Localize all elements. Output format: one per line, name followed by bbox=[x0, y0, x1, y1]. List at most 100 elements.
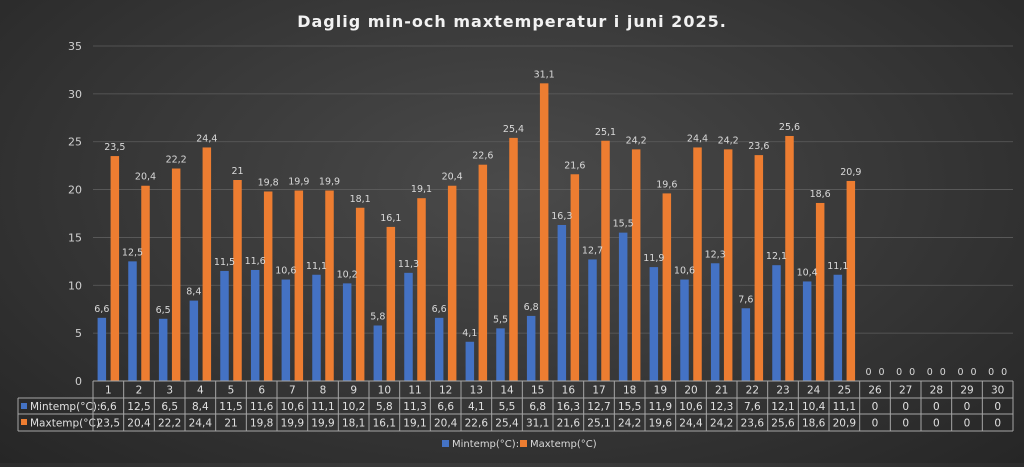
x-tick-label: 27 bbox=[899, 385, 912, 397]
data-label-maxtemp: 20,4 bbox=[442, 172, 463, 183]
bar-maxtemp bbox=[447, 185, 457, 381]
legend-key-maxtemp bbox=[520, 440, 527, 447]
x-tick-label: 7 bbox=[289, 385, 296, 397]
data-label-mintemp: 6,8 bbox=[524, 302, 539, 313]
data-label-maxtemp: 19,8 bbox=[258, 177, 279, 188]
table-cell-maxtemp: 24,4 bbox=[189, 418, 213, 430]
table-cell-mintemp: 10,6 bbox=[679, 401, 703, 413]
legend-key-mintemp bbox=[442, 440, 449, 447]
table-cell-maxtemp: 20,4 bbox=[127, 418, 151, 430]
x-tick-label: 12 bbox=[439, 385, 452, 397]
y-axis-ticks: 0 5 10 15 20 25 30 35 bbox=[68, 40, 82, 388]
bar-mintemp bbox=[434, 317, 444, 381]
bar-maxtemp bbox=[417, 198, 426, 381]
y-tick-label: 25 bbox=[68, 136, 82, 149]
table-cell-maxtemp: 24,4 bbox=[679, 418, 703, 430]
data-label-mintemp: 8,4 bbox=[186, 287, 201, 298]
table-cell-mintemp: 16,3 bbox=[557, 401, 580, 413]
data-label-mintemp: 6,6 bbox=[94, 304, 109, 315]
y-tick-label: 35 bbox=[68, 40, 82, 53]
x-tick-label: 11 bbox=[408, 385, 421, 397]
x-tick-label: 25 bbox=[838, 385, 851, 397]
bar-mintemp bbox=[710, 263, 720, 381]
table-row-header-maxtemp: Maxtemp(°C) bbox=[30, 418, 100, 430]
table-cell-mintemp: 6,6 bbox=[437, 401, 454, 413]
bar-maxtemp bbox=[754, 155, 764, 381]
table-cell-mintemp: 12,5 bbox=[127, 401, 150, 413]
bar-mintemp bbox=[557, 224, 567, 381]
x-tick-label: 28 bbox=[930, 385, 943, 397]
y-tick-label: 5 bbox=[75, 327, 82, 340]
table-cell-maxtemp: 18,1 bbox=[342, 418, 365, 430]
data-label-maxtemp: 21 bbox=[231, 166, 243, 177]
data-label-maxtemp: 0 bbox=[909, 367, 915, 378]
table-cell-mintemp: 10,6 bbox=[281, 401, 305, 413]
table-cell-maxtemp: 25,1 bbox=[587, 418, 610, 430]
table-cell-mintemp: 5,5 bbox=[499, 401, 516, 413]
data-label-mintemp: 4,1 bbox=[462, 328, 477, 339]
x-tick-label: 8 bbox=[320, 385, 327, 397]
data-label-maxtemp: 21,6 bbox=[564, 160, 585, 171]
data-label-mintemp: 0 bbox=[927, 367, 933, 378]
table-cell-maxtemp: 31,1 bbox=[526, 418, 549, 430]
bar-mintemp bbox=[404, 272, 413, 381]
bar-maxtemp bbox=[662, 193, 672, 381]
data-label-maxtemp: 25,6 bbox=[779, 122, 800, 133]
table-cell-maxtemp: 22,2 bbox=[158, 418, 181, 430]
x-tick-label: 29 bbox=[960, 385, 973, 397]
bar-maxtemp bbox=[233, 180, 242, 381]
bar-mintemp bbox=[741, 308, 751, 381]
table-row-header-mintemp: Mintemp(°C): bbox=[30, 401, 100, 413]
bar-mintemp bbox=[649, 267, 659, 381]
data-label-maxtemp: 31,1 bbox=[534, 69, 555, 80]
table-cell-mintemp: 0 bbox=[994, 401, 1001, 413]
bar-maxtemp bbox=[846, 180, 856, 381]
x-tick-label: 14 bbox=[500, 385, 514, 397]
data-label-mintemp: 12,5 bbox=[122, 247, 143, 258]
x-tick-label: 17 bbox=[592, 385, 605, 397]
bar-mintemp bbox=[465, 341, 475, 381]
table-cell-mintemp: 12,7 bbox=[587, 401, 610, 413]
table-cell-mintemp: 6,8 bbox=[529, 401, 546, 413]
bar-mintemp bbox=[281, 279, 291, 381]
data-label-maxtemp: 24,2 bbox=[718, 135, 739, 146]
x-tick-label: 9 bbox=[350, 385, 357, 397]
bar-mintemp bbox=[618, 232, 628, 381]
data-label-mintemp: 0 bbox=[865, 367, 871, 378]
table-cell-mintemp: 6,5 bbox=[161, 401, 178, 413]
bar-maxtemp bbox=[325, 190, 334, 381]
bar-mintemp bbox=[158, 318, 168, 381]
table-cell-maxtemp: 21,6 bbox=[557, 418, 581, 430]
table-cell-mintemp: 0 bbox=[964, 401, 971, 413]
x-tick-label: 18 bbox=[623, 385, 636, 397]
x-tick-label: 16 bbox=[562, 385, 576, 397]
chart-title: Daglig min-och maxtemperatur i juni 2025… bbox=[297, 12, 727, 31]
data-label-maxtemp: 0 bbox=[970, 367, 976, 378]
bar-maxtemp bbox=[509, 137, 518, 381]
bar-maxtemp bbox=[723, 149, 733, 381]
x-tick-label: 22 bbox=[746, 385, 759, 397]
table-cell-mintemp: 6,6 bbox=[100, 401, 117, 413]
data-label-mintemp: 0 bbox=[896, 367, 902, 378]
x-tick-label: 19 bbox=[654, 385, 667, 397]
table-cell-mintemp: 0 bbox=[902, 401, 909, 413]
x-tick-label: 10 bbox=[378, 385, 391, 397]
table-cell-maxtemp: 19,1 bbox=[403, 418, 426, 430]
table-cell-mintemp: 10,4 bbox=[802, 401, 826, 413]
data-label-maxtemp: 19,9 bbox=[288, 177, 309, 188]
data-label-maxtemp: 24,4 bbox=[687, 133, 708, 144]
data-label-mintemp: 10,4 bbox=[797, 267, 818, 278]
data-label-mintemp: 5,5 bbox=[493, 314, 508, 325]
bar-mintemp bbox=[802, 281, 812, 381]
bar-mintemp bbox=[342, 283, 352, 381]
data-label-maxtemp: 20,4 bbox=[135, 172, 156, 183]
x-tick-label: 24 bbox=[807, 385, 821, 397]
table-cell-maxtemp: 19,8 bbox=[250, 418, 273, 430]
table-cell-maxtemp: 20,4 bbox=[434, 418, 458, 430]
bar-maxtemp bbox=[785, 135, 794, 381]
x-tick-label: 1 bbox=[105, 385, 112, 397]
data-label-maxtemp: 23,5 bbox=[104, 142, 125, 153]
data-label-maxtemp: 16,1 bbox=[380, 213, 401, 224]
table-cell-mintemp: 8,4 bbox=[192, 401, 209, 413]
bar-maxtemp bbox=[294, 190, 304, 381]
